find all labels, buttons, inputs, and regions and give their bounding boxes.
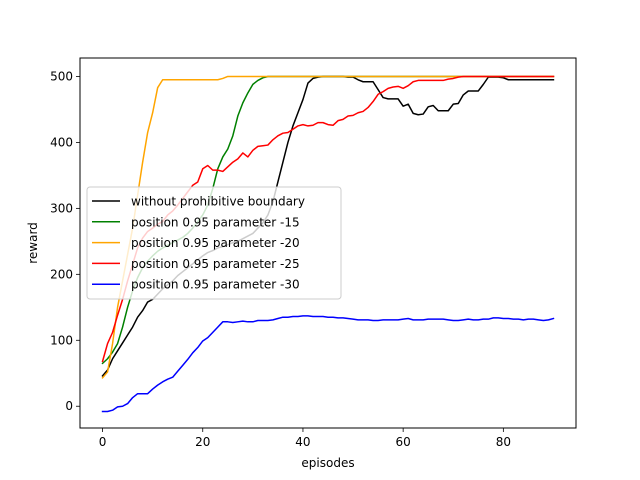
legend-label-2: position 0.95 parameter -20 <box>131 236 300 250</box>
x-tick-label: 0 <box>99 435 107 449</box>
y-tick-label: 400 <box>50 135 73 149</box>
x-tick-label: 80 <box>496 435 511 449</box>
y-axis-label: reward <box>26 222 40 264</box>
x-tick-label: 20 <box>195 435 210 449</box>
x-tick-label: 40 <box>295 435 310 449</box>
y-tick-label: 300 <box>50 201 73 215</box>
y-axis-ticks: 0 100 200 300 400 500 <box>50 69 80 413</box>
y-tick-label: 0 <box>65 399 73 413</box>
legend-box <box>86 186 342 300</box>
x-axis-label: episodes <box>301 456 354 470</box>
series-line-4 <box>101 315 555 413</box>
legend-label-1: position 0.95 parameter -15 <box>131 215 300 229</box>
y-tick-label: 100 <box>50 333 73 347</box>
axes-frame <box>79 57 577 429</box>
x-axis-ticks: 0 20 40 60 80 <box>99 428 511 449</box>
legend-label-0: without prohibitive boundary <box>131 195 305 209</box>
legend-label-4: position 0.95 parameter -30 <box>131 278 300 292</box>
x-tick-label: 60 <box>396 435 411 449</box>
legend-label-3: position 0.95 parameter -25 <box>131 257 300 271</box>
y-tick-label: 500 <box>50 69 73 83</box>
y-tick-label: 200 <box>50 267 73 281</box>
legend: without prohibitive boundary position 0.9… <box>86 186 342 300</box>
